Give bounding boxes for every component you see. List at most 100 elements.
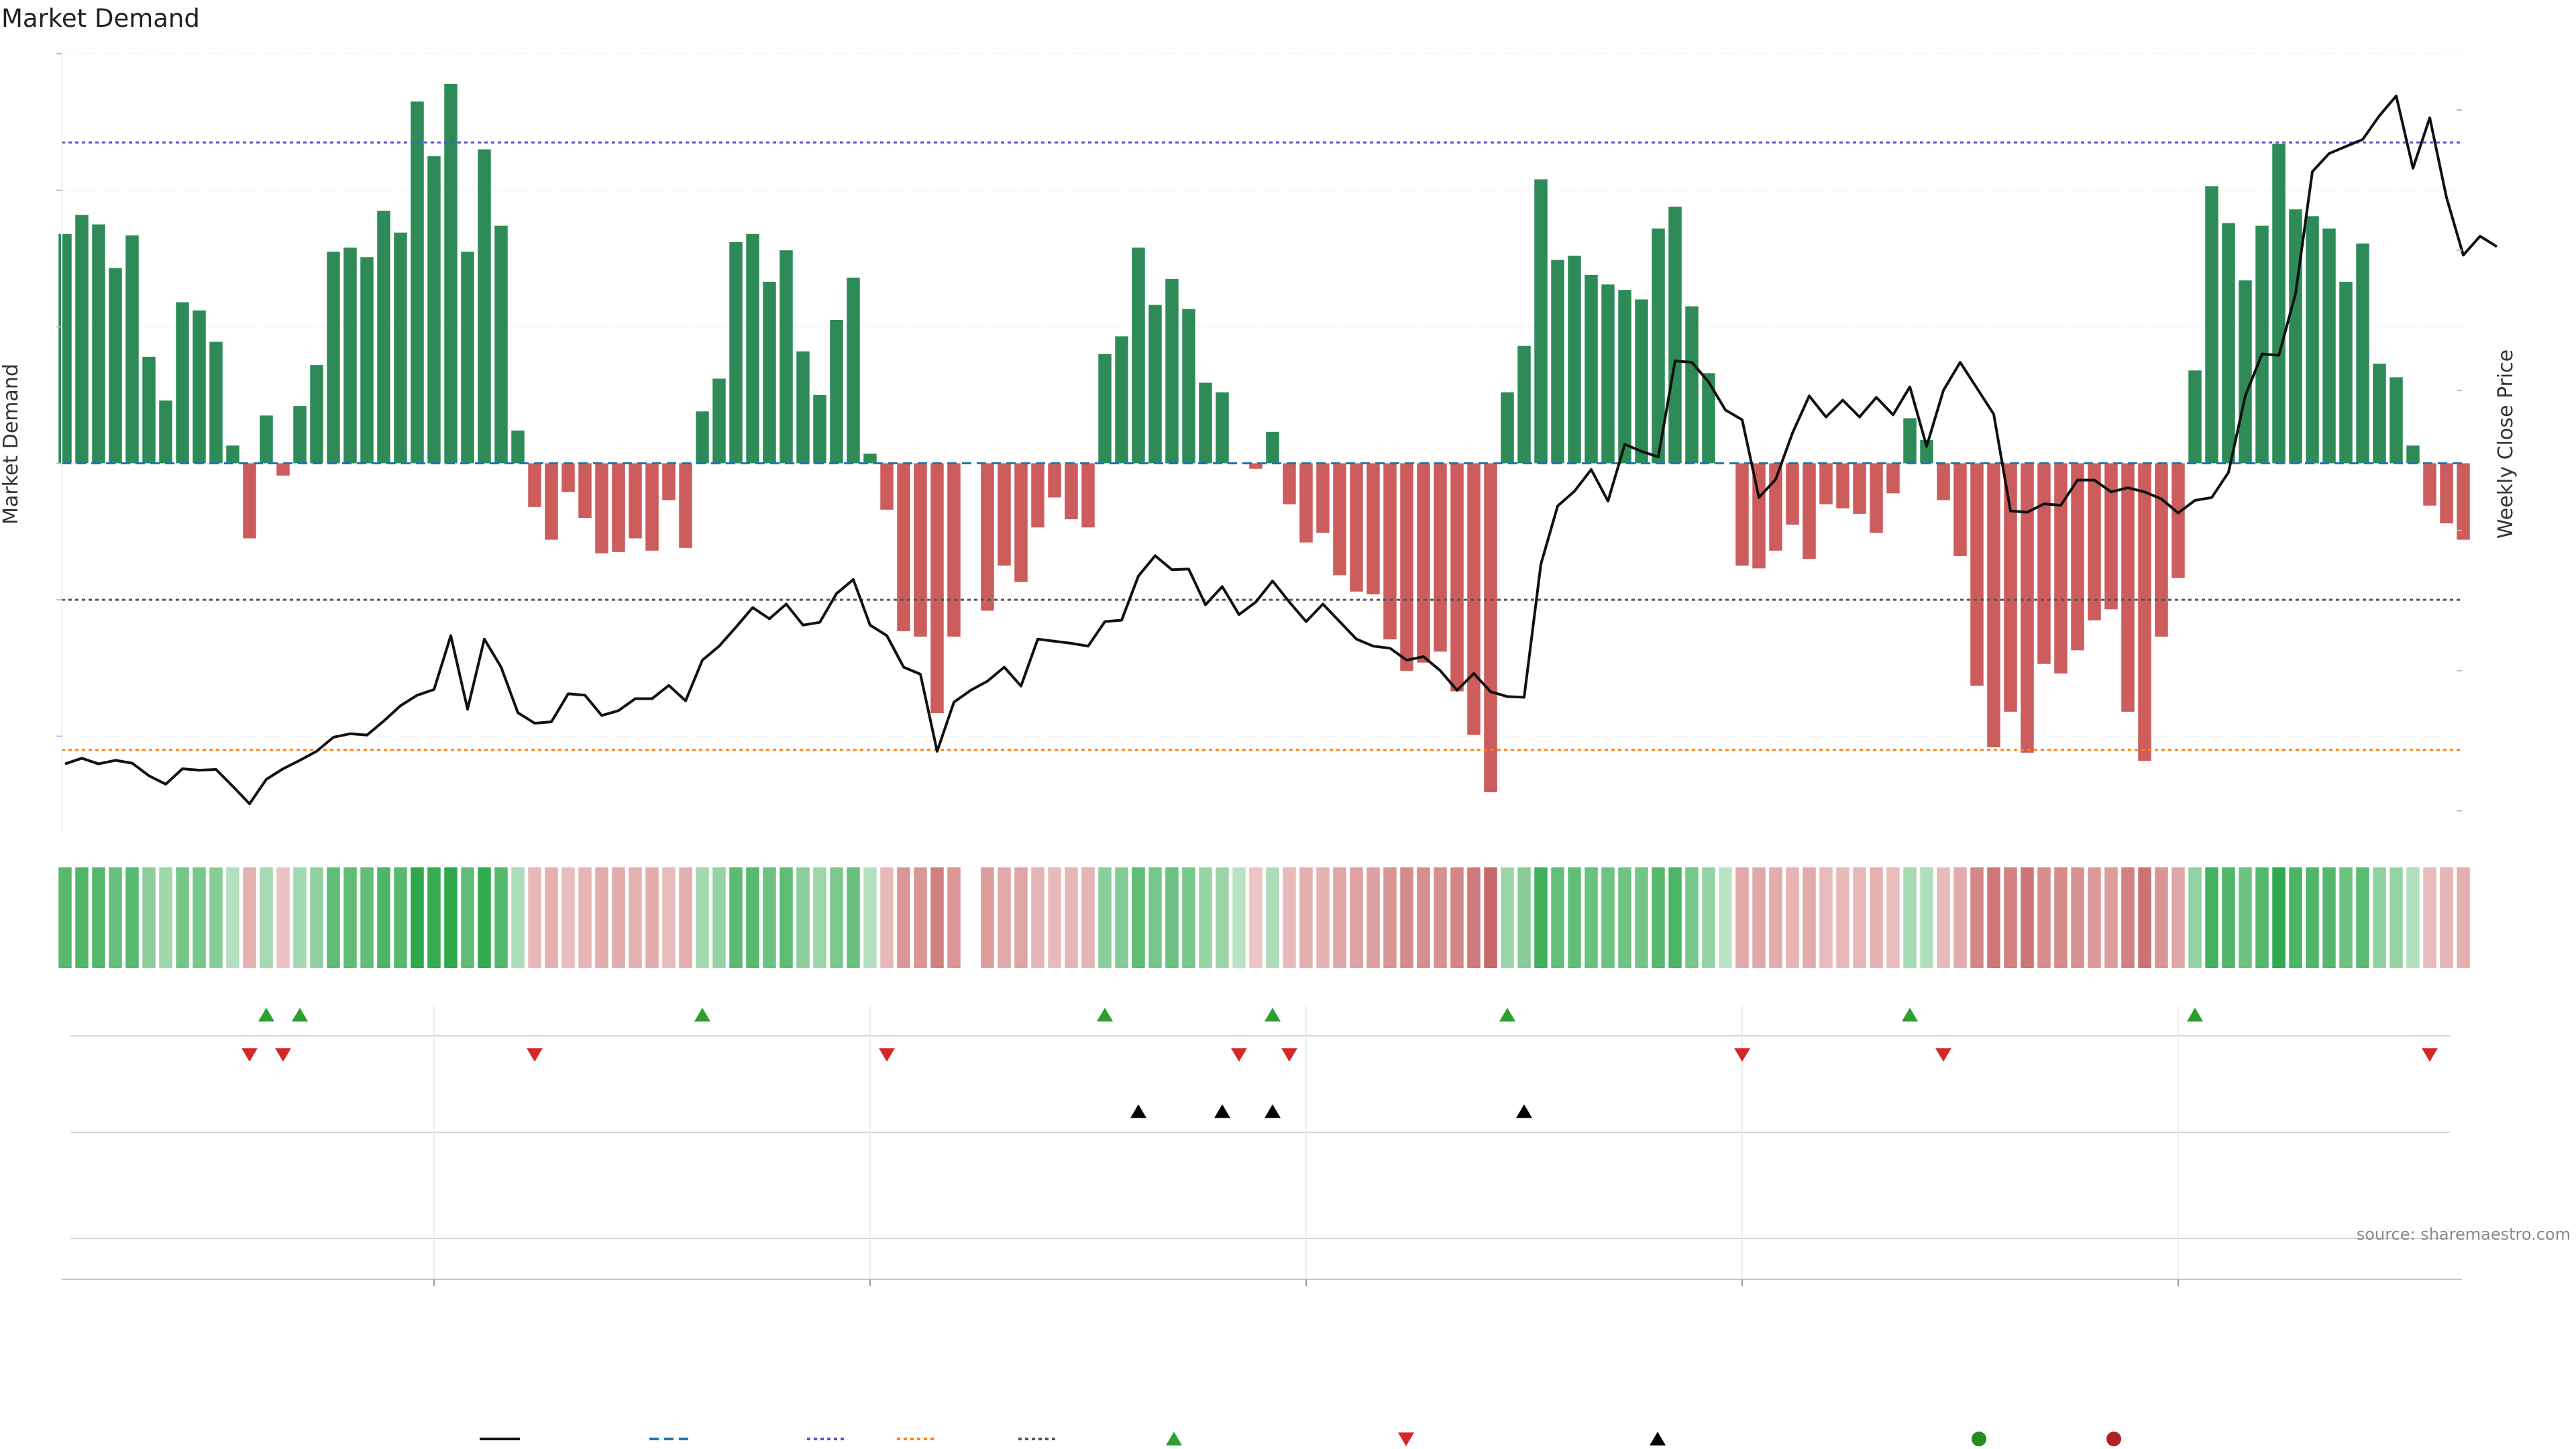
demand-bar-positive [1501, 392, 1514, 464]
flip-strip-cell [1366, 867, 1380, 968]
demand-bar-positive [1551, 260, 1564, 464]
flip-strip-cell [1417, 867, 1430, 968]
demand-bar-positive [109, 268, 122, 464]
flip-down-marker [527, 1048, 543, 1062]
demand-bar-positive [511, 430, 525, 464]
flip-strip-cell [92, 867, 105, 968]
legend-swatch-flip-down [1398, 1432, 1414, 1446]
flip-strip-cell [1735, 867, 1749, 968]
flip-strip-cell [1048, 867, 1061, 968]
flip-up-marker [1265, 1008, 1281, 1022]
demand-bar-positive [2239, 280, 2252, 464]
flip-up-marker [1097, 1008, 1113, 1022]
demand-bar-negative [2037, 463, 2051, 664]
flip-strip-cell [2188, 867, 2202, 968]
flip-up-marker [1902, 1008, 1918, 1022]
flip-strip-cell [2239, 867, 2252, 968]
flip-strip-cell [847, 867, 860, 968]
flip-strip-cell [1031, 867, 1044, 968]
demand-bar-negative [1065, 463, 1078, 520]
flip-strip-cell [1702, 867, 1715, 968]
flip-strip-cell [1182, 867, 1195, 968]
flip-strip-cell [1450, 867, 1464, 968]
flip-strip-cell [109, 867, 122, 968]
flip-strip-cell [444, 867, 458, 968]
demand-bar-negative [1014, 463, 1028, 582]
flip-strip-cell [159, 867, 172, 968]
flip-strip-cell [1014, 867, 1028, 968]
flip-strip-cell [1551, 867, 1564, 968]
demand-bar-negative [578, 463, 592, 518]
reference-lines [62, 141, 2462, 751]
flip-strip-cell [2322, 867, 2336, 968]
demand-bar-negative [276, 463, 290, 476]
demand-bar-positive [327, 252, 340, 464]
flip-strip-cell [1987, 867, 2000, 968]
flip-up-marker [2187, 1008, 2203, 1022]
demand-bar-positive [2373, 364, 2386, 464]
flip-down-marker [241, 1048, 258, 1062]
weekly-close-series [64, 95, 2498, 806]
demand-bar-positive [411, 101, 424, 464]
flip-up-marker [258, 1008, 274, 1022]
flip-strip-cell [1668, 867, 1682, 968]
demand-bar-positive [2339, 281, 2353, 464]
demand-bar-negative [612, 463, 625, 552]
flip-strip-cell [1467, 867, 1481, 968]
flip-strip-cell [2255, 867, 2269, 968]
demand-bar-negative [1803, 463, 1816, 559]
demand-bar-negative [930, 463, 944, 713]
demand-bar-negative [243, 463, 256, 539]
y-axis-label: Market Demand [0, 364, 23, 525]
demand-bar-positive [1903, 418, 1917, 464]
flip-strip-cell [1115, 867, 1128, 968]
demand-bar-positive [763, 281, 776, 464]
demand-bar-positive [1165, 278, 1179, 464]
flip-up-marker [292, 1008, 308, 1022]
demand-bar-positive [696, 411, 709, 464]
flip-strip-cell [1132, 867, 1145, 968]
demand-bar-negative [1752, 463, 1766, 569]
demand-bar-negative [981, 463, 994, 611]
demand-bar-positive [226, 445, 239, 464]
flip-strip-cell [1652, 867, 1665, 968]
demand-bar-positive [2322, 228, 2336, 464]
demand-bar-negative [2440, 463, 2453, 524]
flip-strip-cell [1786, 867, 1799, 968]
demand-bar-positive [1568, 256, 1581, 464]
flip-strip-cell [880, 867, 894, 968]
flip-strip-cell [1853, 867, 1866, 968]
demand-bar-positive [2188, 370, 2202, 464]
demand-bar-negative [2155, 463, 2168, 637]
demand-bar-negative [998, 463, 1011, 566]
demand-bar-positive [209, 341, 223, 464]
flip-strip-cell [360, 867, 374, 968]
flip-strip-cell [2306, 867, 2319, 968]
demand-bar-positive [1668, 207, 1682, 464]
demand-bar-positive [1266, 431, 1279, 464]
demand-bar-positive [2356, 244, 2369, 464]
flip-strip-cell [2088, 867, 2101, 968]
demand-bar-negative [2423, 463, 2436, 506]
demand-bar-positive [2306, 216, 2319, 464]
flip-strip-cell [142, 867, 156, 968]
flip-strip-cell [1434, 867, 1447, 968]
demand-bar-negative [2138, 463, 2151, 761]
x-axis [62, 1279, 2462, 1286]
demand-bar-positive [712, 378, 726, 464]
demand-bar-negative [2054, 463, 2068, 674]
flip-strip-cell [1400, 867, 1413, 968]
legend-swatch-flip-up [1166, 1432, 1182, 1446]
demand-bar-positive [142, 356, 156, 464]
flip-strip-cell [2457, 867, 2470, 968]
demand-bar-positive [2406, 445, 2420, 464]
demand-bar-positive [1618, 290, 1631, 464]
flip-strip-cell [427, 867, 441, 968]
demand-bar-positive [847, 277, 860, 464]
demand-bar-negative [1953, 463, 1967, 556]
flip-strip-cell [947, 867, 961, 968]
flip-strip-cell [327, 867, 340, 968]
flip-strip-cell [1333, 867, 1346, 968]
demand-bar-positive [75, 215, 89, 464]
